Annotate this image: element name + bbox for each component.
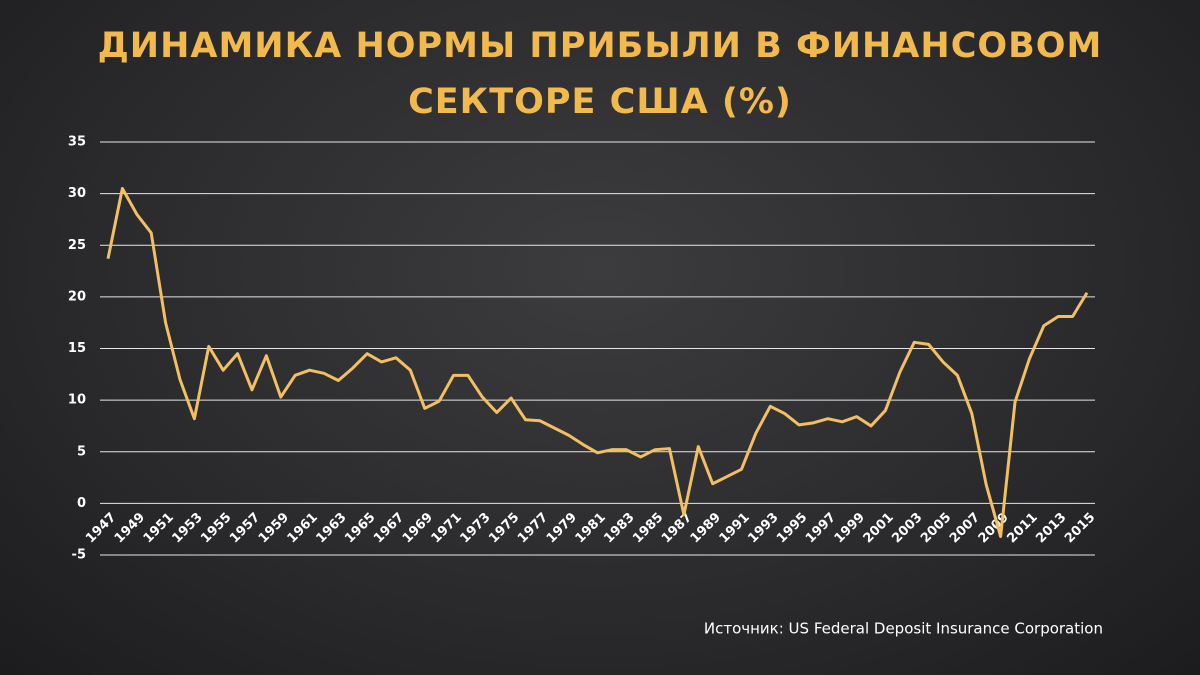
- x-tick-label: 1973: [457, 510, 493, 546]
- x-tick-label: 1995: [774, 510, 810, 546]
- x-tick-label: 1975: [486, 510, 522, 546]
- x-tick-label: 2015: [1062, 510, 1098, 546]
- y-tick-label: 0: [77, 496, 86, 511]
- x-tick-label: 1977: [515, 510, 551, 546]
- x-tick-label: 1993: [745, 510, 781, 546]
- x-tick-label: 1981: [573, 510, 609, 546]
- y-tick-label: 5: [77, 444, 86, 459]
- x-tick-label: 1947: [83, 510, 119, 546]
- x-tick-label: 1997: [803, 510, 839, 546]
- x-tick-label: 1985: [630, 510, 666, 546]
- x-tick-label: 1963: [313, 510, 349, 546]
- x-tick-label: 1953: [169, 510, 205, 546]
- data-line: [106, 186, 1089, 538]
- x-tick-label: 1965: [342, 510, 378, 546]
- x-tick-label: 1951: [141, 510, 177, 546]
- y-tick-label: 15: [68, 341, 86, 356]
- x-tick-label: 2001: [861, 510, 897, 546]
- x-tick-label: 2007: [947, 510, 983, 546]
- x-tick-label: 2011: [1005, 510, 1041, 546]
- x-tick-label: 1959: [256, 510, 292, 546]
- x-tick-label: 1949: [112, 510, 148, 546]
- x-tick-label: 1955: [198, 510, 234, 546]
- x-tick-label: 1987: [659, 510, 695, 546]
- x-tick-label: 1999: [832, 510, 868, 546]
- y-tick-label: -5: [72, 548, 86, 563]
- x-tick-label: 1983: [601, 510, 637, 546]
- y-tick-label: 30: [68, 186, 86, 201]
- x-tick-label: 1979: [544, 510, 580, 546]
- y-tick-label: 10: [68, 393, 86, 408]
- x-tick-label: 2005: [918, 510, 954, 546]
- x-tick-label: 1957: [227, 510, 263, 546]
- x-tick-label: 1991: [717, 510, 753, 546]
- x-tick-label: 1989: [688, 510, 724, 546]
- x-tick-label: 1969: [400, 510, 436, 546]
- x-tick-label: 1961: [285, 510, 321, 546]
- y-tick-label: 25: [68, 238, 86, 253]
- x-tick-label: 1967: [371, 510, 407, 546]
- chart-title: ДИНАМИКА НОРМЫ ПРИБЫЛИ В ФИНАНСОВОМ СЕКТ…: [97, 26, 1103, 122]
- x-tick-label: 1971: [429, 510, 465, 546]
- x-tick-label: 2003: [889, 510, 925, 546]
- x-tick-label: 2013: [1033, 510, 1069, 546]
- y-tick-label: 20: [68, 289, 86, 304]
- y-tick-label: 35: [68, 135, 86, 150]
- source-note: Источник: US Federal Deposit Insurance C…: [704, 620, 1103, 638]
